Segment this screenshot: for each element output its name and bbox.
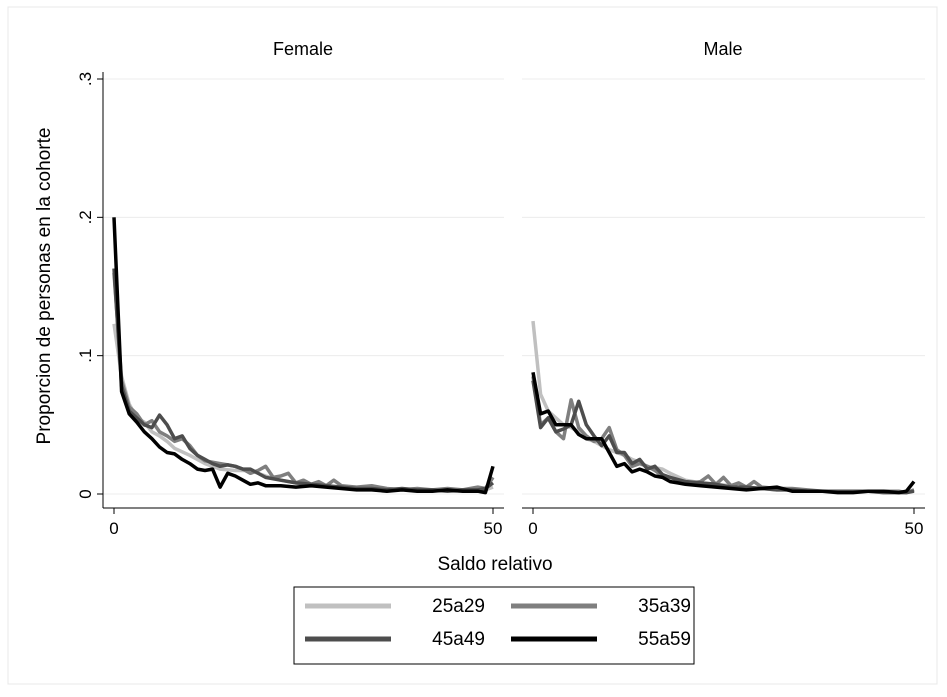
legend-label: 25a29: [432, 596, 485, 617]
y-tick-label: .3: [76, 72, 95, 86]
legend-label: 45a49: [432, 629, 485, 650]
legend-label: 55a59: [638, 629, 691, 650]
legend: 25a29 35a39 45a49 55a59: [293, 586, 695, 665]
grid-lines: [522, 72, 925, 508]
legend-label: 35a39: [638, 596, 691, 617]
series-lines: [531, 320, 916, 495]
x-tick-label: 50: [484, 519, 503, 538]
y-tick-label: .2: [76, 210, 95, 224]
x-tick-label: 0: [528, 519, 537, 538]
series-line-55a59: [531, 371, 916, 495]
x-tick-label: 50: [905, 519, 924, 538]
y-tick-label: .1: [76, 349, 95, 363]
panel-title: Female: [273, 39, 333, 59]
series-lines: [112, 217, 495, 495]
panel-title: Male: [703, 39, 742, 59]
panel-female: Female 0 .1 .2 .3 0 50: [76, 39, 504, 538]
series-line-55a59: [112, 217, 495, 495]
grid-lines: [103, 72, 504, 508]
legend-box: [293, 586, 695, 665]
plot-area: [103, 72, 504, 508]
axes: 0 .1 .2 .3 0 50: [76, 72, 504, 538]
y-axis-title: Proporcion de personas en la cohorte: [34, 128, 55, 445]
plot-area: [522, 72, 925, 508]
x-axis-title: Saldo relativo: [437, 554, 552, 575]
axes: 0 50: [522, 507, 925, 538]
x-tick-label: 0: [109, 519, 118, 538]
panel-male: Male 0 50: [522, 39, 925, 538]
y-tick-label: 0: [76, 489, 95, 498]
